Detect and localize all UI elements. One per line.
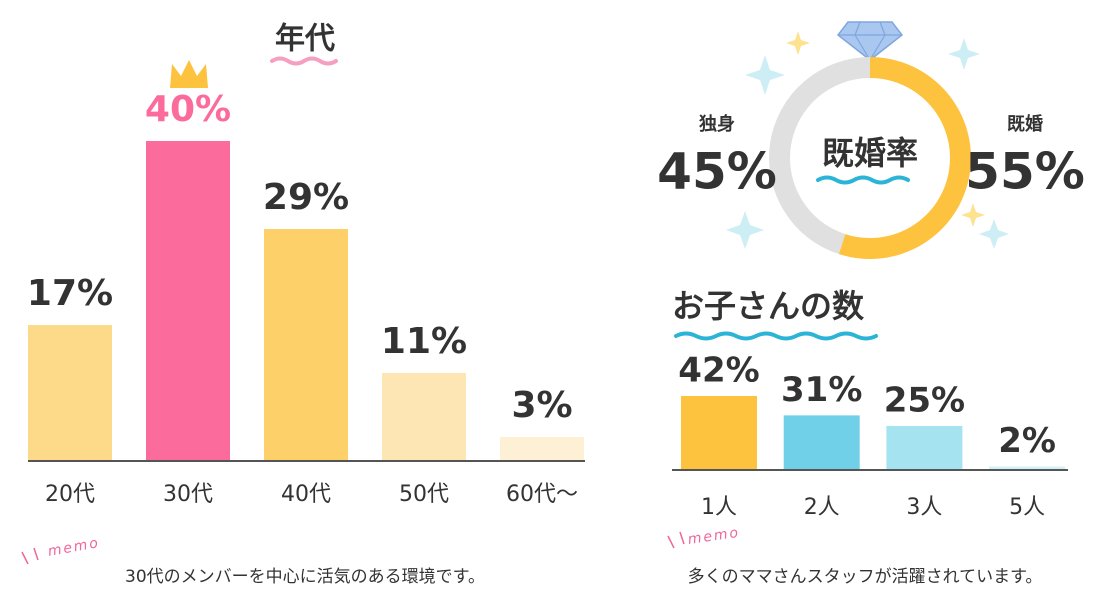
- bar: [989, 466, 1066, 470]
- value-label: 45%: [657, 143, 777, 201]
- note: 30代のメンバーを中心に活気のある環境です。: [125, 567, 485, 587]
- value-label: 40%: [145, 89, 231, 130]
- x-tick-label: 40代: [281, 482, 331, 507]
- bar: [146, 141, 230, 461]
- title-underline: [270, 56, 338, 66]
- chart-title: 既婚率: [822, 134, 918, 172]
- value-label: 31%: [781, 370, 862, 410]
- donut-segment: [838, 57, 971, 259]
- memo-mark: [667, 531, 685, 549]
- x-tick-label: 1人: [701, 495, 737, 520]
- bar: [681, 396, 757, 470]
- x-tick-label: 20代: [45, 482, 95, 507]
- sparkles: [726, 31, 1009, 249]
- memo-mark: [21, 547, 39, 565]
- chart-title: 年代: [275, 22, 335, 57]
- diamond: [836, 21, 904, 61]
- x-tick-label: 30代: [163, 482, 213, 507]
- value-label: 17%: [27, 273, 113, 314]
- bar: [382, 373, 466, 461]
- chart-title: お子さんの数: [672, 287, 865, 325]
- donut-segment: [769, 57, 870, 255]
- x-tick-label: 50代: [399, 482, 449, 507]
- value-label: 42%: [678, 351, 759, 391]
- bar: [500, 437, 584, 461]
- bar: [264, 229, 348, 461]
- crown: [170, 60, 208, 88]
- value-label: 11%: [381, 321, 467, 362]
- bar: [783, 415, 860, 470]
- value-label: 3%: [511, 385, 572, 426]
- x-tick-label: 60代〜: [506, 482, 578, 507]
- value-label: 29%: [263, 177, 349, 218]
- bar: [28, 325, 112, 461]
- memo-label: memo: [47, 535, 101, 560]
- value-label: 25%: [884, 380, 965, 420]
- title-underline: [816, 175, 910, 185]
- x-tick-label: 2人: [804, 495, 840, 520]
- legend-label: 独身: [699, 113, 735, 135]
- title-underline: [674, 331, 878, 341]
- value-label: 2%: [998, 421, 1056, 461]
- note: 多くのママさんスタッフが活躍されています。: [688, 567, 1043, 587]
- x-tick-label: 3人: [906, 495, 942, 520]
- value-label: 55%: [965, 143, 1085, 201]
- bar: [886, 425, 963, 470]
- x-tick-label: 5人: [1009, 495, 1045, 520]
- memo-label: memo: [687, 525, 741, 548]
- legend-label: 既婚: [1007, 113, 1043, 135]
